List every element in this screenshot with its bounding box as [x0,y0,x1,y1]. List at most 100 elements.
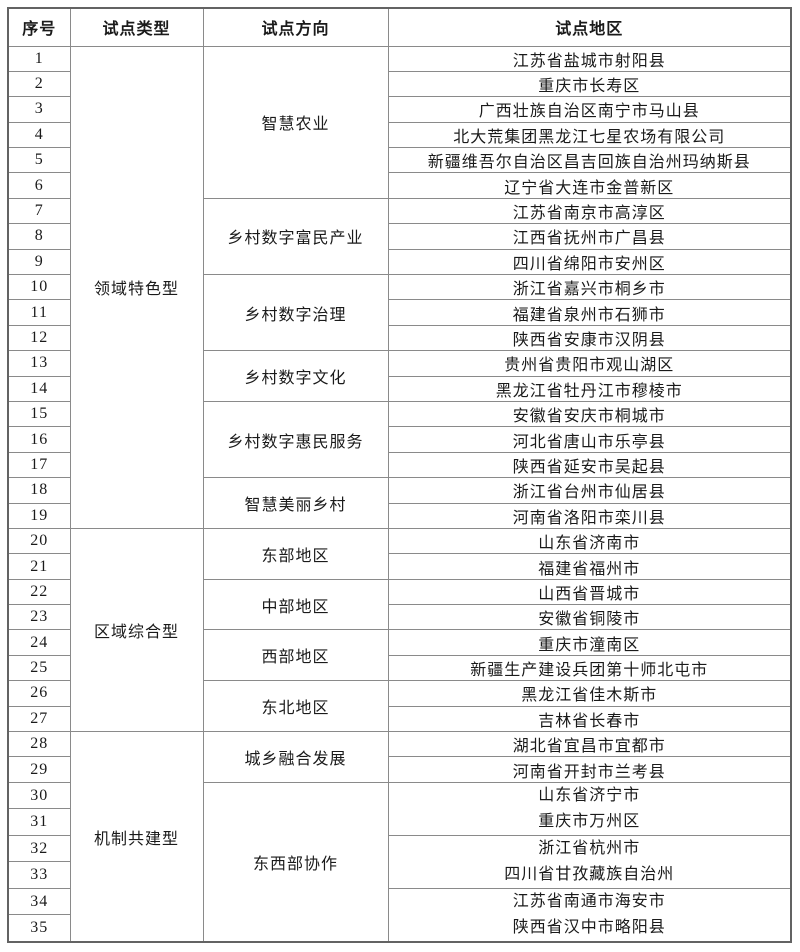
table-row: 10 乡村数字治理 浙江省嘉兴市桐乡市 [7,274,792,352]
row-number-cell: 9 [7,248,71,276]
region-cell: 重庆市潼南区 [387,629,792,656]
region-cell: 安徽省安庆市桐城市 [387,400,792,428]
table-row: 25 新疆生产建设兵团第十师北屯市 [7,654,792,682]
table-row: 22 中部地区 山西省晋城市 [7,578,792,631]
region-cell: 陕西省安康市汉阴县 [387,324,792,352]
table-row: 12 陕西省安康市汉阴县 [7,324,792,352]
region-cell: 重庆市长寿区 [387,70,792,98]
table-row: 18 智慧美丽乡村 浙江省台州市仙居县 [7,477,792,529]
table-row: 19 河南省洛阳市栾川县 [7,502,792,529]
table-row: 3 广西壮族自治区南宁市马山县 [7,96,792,123]
table-row: 5 新疆维吾尔自治区昌吉回族自治州玛纳斯县 [7,147,792,174]
region-cell: 福建省泉州市石狮市 [387,299,792,326]
table-row: 7 乡村数字富民产业 江苏省南京市高淳区 [7,197,792,276]
row-number-cell: 24 [7,629,71,656]
table-row: 34 江苏省南通市海安市 陕西省汉中市略阳县 [7,887,792,943]
region-cell: 黑龙江省牡丹江市穆棱市 [387,375,792,402]
row-number-cell: 35 [7,914,71,943]
table-row: 24 西部地区 重庆市潼南区 [7,629,792,682]
row-number-cell: 26 [7,680,71,707]
region-line: 四川省甘孜藏族自治州 [504,865,675,883]
direction-cell: 智慧美丽乡村 [202,477,389,529]
row-number-cell: 2 [7,70,71,98]
table-row: 16 河北省唐山市乐亭县 [7,426,792,453]
row-number-cell: 31 [7,808,71,836]
region-line: 浙江省杭州市 [538,840,641,858]
header-cell-direction: 试点方向 [202,7,389,47]
table-row: 1 领域特色型 智慧农业 江苏省盐城市射阳县 [7,45,792,529]
row-number-cell: 15 [7,400,71,428]
direction-cell: 东部地区 [202,527,389,580]
region-cell: 广西壮族自治区南宁市马山县 [387,96,792,123]
region-cell: 四川省绵阳市安州区 [387,248,792,276]
pilot-list-table: 序号 试点类型 试点方向 试点地区 1 领域特色型 智慧农业 江苏省盐城市射阳县… [7,7,792,943]
region-cell: 黑龙江省佳木斯市 [387,680,792,707]
row-number-cell: 30 [7,781,71,810]
row-number-cell: 18 [7,477,71,504]
row-number-cell: 4 [7,121,71,149]
table-row: 35 [7,914,791,943]
row-number-cell: 12 [7,324,71,352]
region-cell: 江苏省盐城市射阳县 [387,45,792,72]
header-cell-no: 序号 [7,7,71,47]
row-number-cell: 14 [7,375,71,402]
region-cell-pair: 浙江省杭州市 四川省甘孜藏族自治州 [387,834,792,889]
table-row: 13 乡村数字文化 贵州省贵阳市观山湖区 [7,350,792,402]
direction-cell: 东北地区 [202,680,389,733]
row-number-cell: 3 [7,96,71,123]
row-number-cell: 29 [7,756,71,783]
region-cell: 北大荒集团黑龙江七星农场有限公司 [387,121,792,149]
region-cell: 河南省开封市兰考县 [387,756,792,783]
row-number-cell: 7 [7,197,71,225]
table-row: 11 福建省泉州市石狮市 [7,299,792,326]
region-cell: 河北省唐山市乐亭县 [387,426,792,453]
type-cell: 领域特色型 [69,45,204,529]
table-row: 6 辽宁省大连市金普新区 [7,172,792,199]
row-number-cell: 25 [7,654,71,682]
direction-cell: 智慧农业 [202,45,389,199]
region-cell-pair: 山东省济宁市 重庆市万州区 [387,781,792,836]
row-number-cell: 8 [7,223,71,250]
row-number-cell: 19 [7,502,71,529]
table-row: 4 北大荒集团黑龙江七星农场有限公司 [7,121,792,149]
row-number-cell: 33 [7,861,71,889]
region-cell: 浙江省台州市仙居县 [387,477,792,504]
row-number-cell: 6 [7,172,71,199]
row-number-cell: 20 [7,527,71,555]
table-row: 29 河南省开封市兰考县 [7,756,792,783]
header-cell-region: 试点地区 [387,7,792,47]
row-number-cell: 28 [7,731,71,758]
row-number-cell: 1 [7,45,71,72]
table-row: 27 吉林省长春市 [7,705,792,733]
direction-cell: 乡村数字惠民服务 [202,400,389,479]
row-number-cell: 22 [7,578,71,606]
region-cell: 贵州省贵阳市观山湖区 [387,350,792,377]
region-cell: 新疆维吾尔自治区昌吉回族自治州玛纳斯县 [387,147,792,174]
type-cell: 机制共建型 [69,731,204,943]
row-number-cell: 32 [7,834,71,863]
direction-cell: 西部地区 [202,629,389,682]
region-line: 江苏省南通市海安市 [512,893,666,911]
region-line: 重庆市万州区 [538,812,641,830]
region-cell: 福建省福州市 [387,553,792,580]
region-cell: 吉林省长春市 [387,705,792,733]
region-cell: 安徽省铜陵市 [387,604,792,631]
table-row: 9 四川省绵阳市安州区 [7,248,792,276]
row-number-cell: 13 [7,350,71,377]
region-cell: 江苏省南京市高淳区 [387,197,792,225]
region-cell: 江西省抚州市广昌县 [387,223,792,250]
table-row: 32 浙江省杭州市 四川省甘孜藏族自治州 [7,834,792,889]
region-cell: 陕西省延安市吴起县 [387,451,792,479]
row-number-cell: 34 [7,887,71,916]
header-cell-type: 试点类型 [69,7,204,47]
row-number-cell: 23 [7,604,71,631]
direction-cell: 中部地区 [202,578,389,631]
table-row: 30 东西部协作 山东省济宁市 重庆市万州区 [7,781,792,943]
region-cell-pair: 江苏省南通市海安市 陕西省汉中市略阳县 [387,887,792,943]
direction-cell: 东西部协作 [202,781,389,943]
region-cell: 新疆生产建设兵团第十师北屯市 [387,654,792,682]
row-number-cell: 16 [7,426,71,453]
region-cell: 山东省济南市 [387,527,792,555]
table-row: 17 陕西省延安市吴起县 [7,451,792,479]
